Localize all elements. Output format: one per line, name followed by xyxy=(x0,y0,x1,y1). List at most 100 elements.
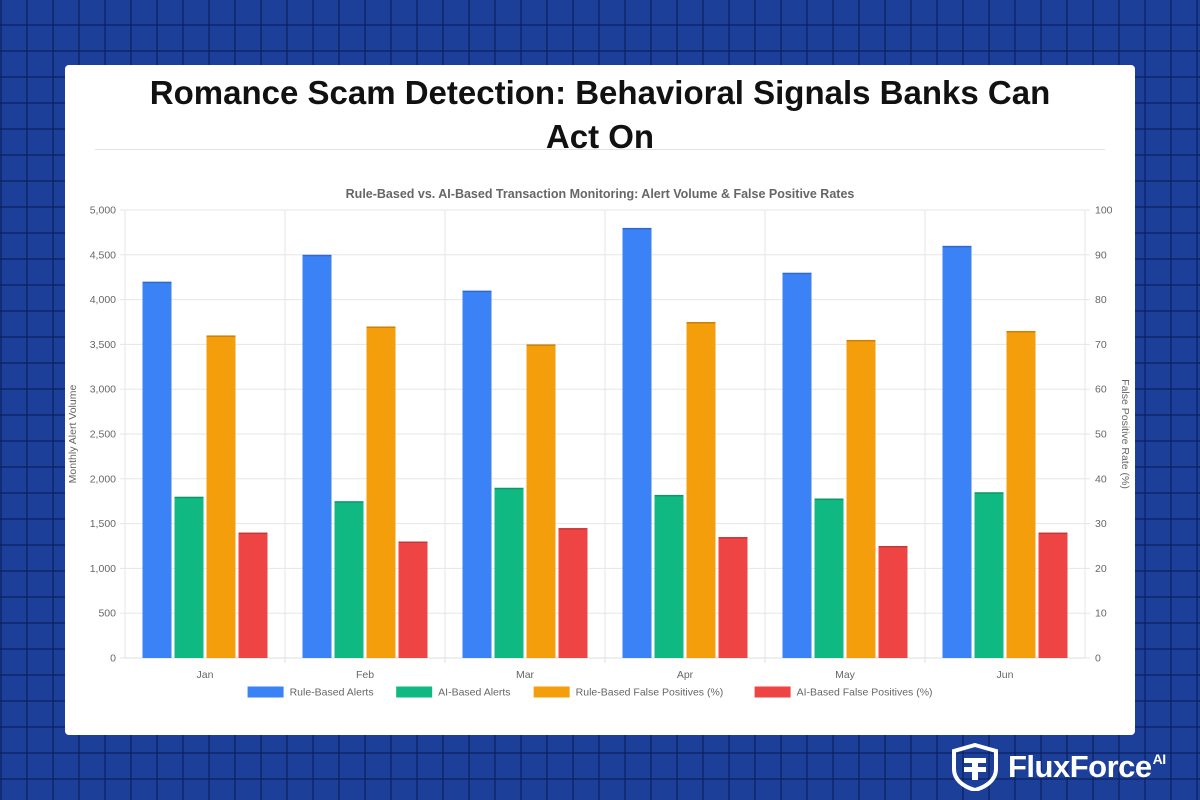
brand-logo: FluxForceAI xyxy=(950,742,1190,792)
bar xyxy=(558,528,588,658)
bar-top-edge xyxy=(494,487,524,490)
bar xyxy=(782,272,812,658)
page-title-line-2: Act On xyxy=(545,118,655,155)
bar xyxy=(622,227,652,659)
legend-swatch xyxy=(247,686,284,698)
chart-title: Rule-Based vs. AI-Based Transaction Moni… xyxy=(346,187,855,201)
axes: 0 0 500 10 1,000 20 1,500 30 2,000 40 2,500 50 3,000… xyxy=(90,205,1113,682)
bar xyxy=(494,487,524,658)
bar xyxy=(526,344,556,658)
x-tick-label: Mar xyxy=(516,669,535,681)
x-tick-label: Jan xyxy=(197,669,214,681)
bar xyxy=(718,537,748,658)
y-right-tick-label: 0 xyxy=(1095,653,1101,665)
bars xyxy=(142,227,1068,659)
bar xyxy=(974,492,1004,658)
bar xyxy=(942,245,972,658)
bar-top-edge xyxy=(622,227,652,230)
title-divider xyxy=(95,149,1105,150)
legend-item-label: AI-Based False Positives (%) xyxy=(797,687,933,699)
bar-top-edge xyxy=(462,290,492,293)
bar xyxy=(686,322,716,658)
bar-top-edge xyxy=(846,339,876,342)
bar-top-edge xyxy=(526,344,556,346)
y-left-tick-label: 2,000 xyxy=(90,473,116,485)
chart-card: Romance Scam Detection: Behavioral Signa… xyxy=(65,65,1135,735)
y-right-tick-label: 100 xyxy=(1095,205,1113,217)
y-left-tick-label: 3,500 xyxy=(90,339,116,351)
bar-top-edge xyxy=(558,528,588,530)
bar xyxy=(654,494,684,658)
bar xyxy=(398,541,428,658)
bar-top-edge xyxy=(654,494,684,497)
y-right-tick-label: 50 xyxy=(1095,429,1107,441)
bar xyxy=(462,290,492,658)
y-right-tick-label: 20 xyxy=(1095,563,1107,575)
page-title: Romance Scam Detection: Behavioral Signa… xyxy=(65,71,1135,159)
bar xyxy=(846,339,876,658)
y-right-tick-label: 70 xyxy=(1095,339,1107,351)
x-tick-label: Apr xyxy=(677,669,694,681)
bar-top-edge xyxy=(398,541,428,544)
bar xyxy=(334,501,364,658)
y-left-tick-label: 3,000 xyxy=(90,384,116,396)
y-axis-right-label: False Positive Rate (%) xyxy=(1119,379,1131,489)
y-right-tick-label: 30 xyxy=(1095,518,1107,530)
y-left-tick-label: 4,500 xyxy=(90,249,116,261)
x-tick-label: May xyxy=(835,669,856,681)
y-right-tick-label: 10 xyxy=(1095,608,1107,620)
bar xyxy=(878,546,908,658)
bar xyxy=(142,281,172,658)
y-left-tick-label: 0 xyxy=(110,653,116,665)
bar-top-edge xyxy=(686,322,716,324)
y-left-tick-label: 2,500 xyxy=(90,429,116,441)
y-left-tick-label: 500 xyxy=(98,608,116,620)
brand-name: FluxForceAI xyxy=(1008,749,1166,785)
bar-top-edge xyxy=(302,254,332,257)
page-title-line-1: Romance Scam Detection: Behavioral Signa… xyxy=(149,74,1051,111)
y-right-tick-label: 90 xyxy=(1095,249,1107,261)
bar-top-edge xyxy=(814,498,844,501)
y-left-tick-label: 1,500 xyxy=(90,518,116,530)
shield-logo-icon xyxy=(952,743,998,791)
bar-top-edge xyxy=(718,537,748,539)
bar-chart: Rule-Based vs. AI-Based Transaction Moni… xyxy=(67,187,1131,699)
bar-top-edge xyxy=(974,492,1004,494)
x-tick-label: Jun xyxy=(997,669,1014,681)
bar-top-edge xyxy=(366,326,396,328)
bar-top-edge xyxy=(1006,330,1036,333)
bar xyxy=(174,496,204,658)
y-left-tick-label: 4,000 xyxy=(90,294,116,306)
y-left-tick-label: 5,000 xyxy=(90,205,116,217)
y-left-tick-label: 1,000 xyxy=(90,563,116,575)
bar-top-edge xyxy=(1038,532,1068,535)
bar-top-edge xyxy=(782,272,812,275)
x-tick-label: Feb xyxy=(356,669,374,681)
bar xyxy=(206,335,236,658)
legend-item-label: AI-Based Alerts xyxy=(438,687,510,699)
bar-top-edge xyxy=(942,245,972,248)
brand-name-suffix: AI xyxy=(1152,751,1167,767)
bar xyxy=(238,532,268,658)
y-right-tick-label: 60 xyxy=(1095,384,1107,396)
legend-item-label: Rule-Based False Positives (%) xyxy=(576,687,724,699)
bar xyxy=(1006,330,1036,658)
bar-top-edge xyxy=(878,546,908,548)
brand-name-text: FluxForce xyxy=(1008,749,1152,784)
bar-top-edge xyxy=(142,281,172,284)
legend-swatch xyxy=(533,686,570,698)
bar-top-edge xyxy=(334,501,364,503)
legend-item-label: Rule-Based Alerts xyxy=(290,687,374,699)
grid xyxy=(120,209,1090,663)
bar-top-edge xyxy=(238,532,268,535)
bar xyxy=(366,326,396,658)
y-axis-left-label: Monthly Alert Volume xyxy=(67,385,79,484)
y-right-tick-label: 40 xyxy=(1095,473,1107,485)
bar xyxy=(814,498,844,658)
legend-swatch xyxy=(754,686,791,698)
bar-top-edge xyxy=(174,496,204,499)
bar xyxy=(1038,532,1068,658)
legend-swatch xyxy=(396,686,433,698)
bar-top-edge xyxy=(206,335,236,337)
y-right-tick-label: 80 xyxy=(1095,294,1107,306)
